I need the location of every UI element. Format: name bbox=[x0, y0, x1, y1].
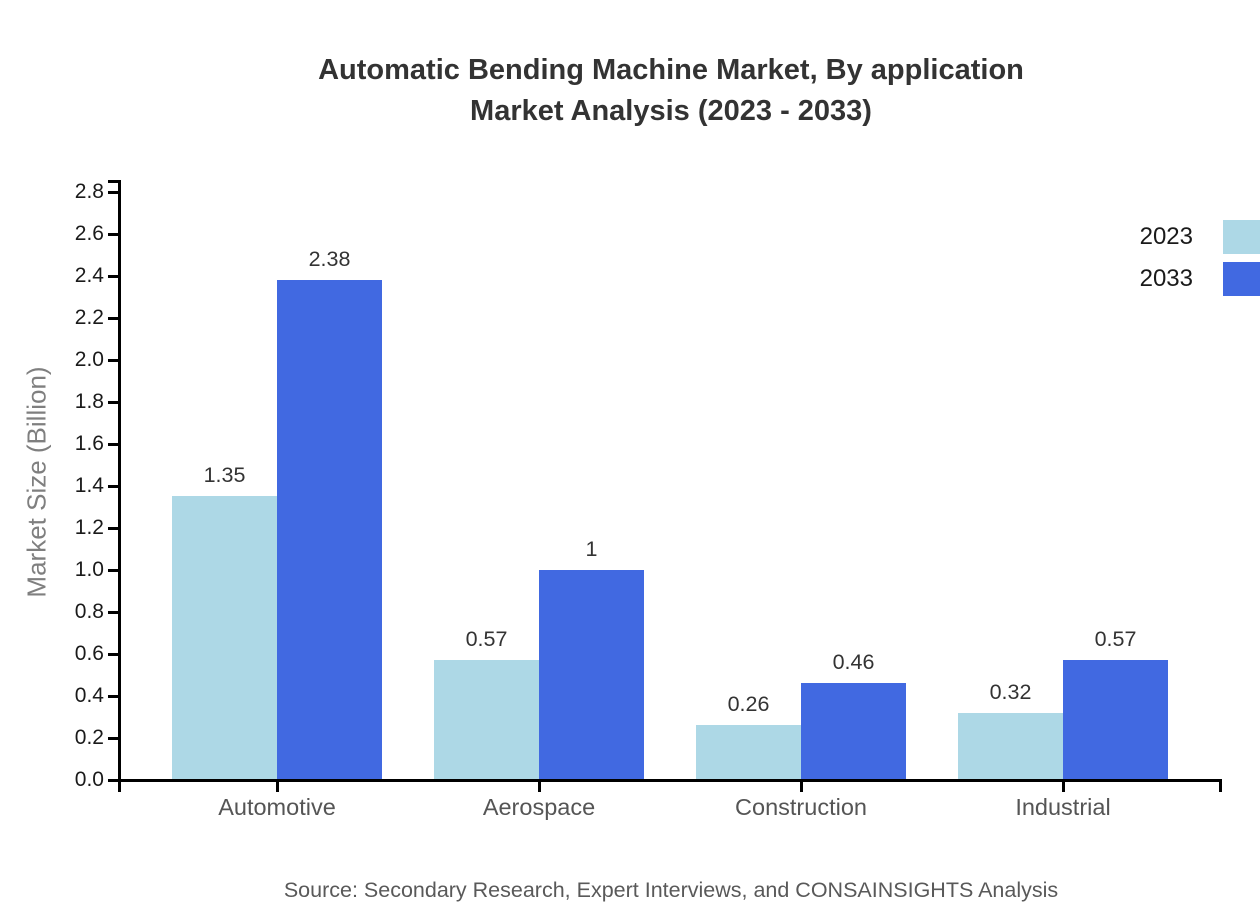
bar-2023-construction bbox=[696, 725, 801, 780]
bar-2033-aerospace bbox=[539, 570, 644, 780]
y-axis-end-cap bbox=[108, 180, 118, 183]
value-label-2023-automotive: 1.35 bbox=[203, 463, 246, 487]
y-tick bbox=[108, 359, 118, 362]
value-label-2033-industrial: 0.57 bbox=[1094, 627, 1137, 651]
y-tick bbox=[108, 317, 118, 320]
bar-2023-industrial bbox=[958, 713, 1063, 780]
legend-label-2033: 2033 bbox=[1139, 265, 1193, 292]
bar-2033-construction bbox=[801, 683, 906, 780]
value-label-2033-automotive: 2.38 bbox=[308, 247, 351, 271]
bar-2023-aerospace bbox=[434, 660, 539, 780]
value-label-2023-aerospace: 0.57 bbox=[465, 627, 508, 651]
source-note: Source: Secondary Research, Expert Inter… bbox=[283, 878, 1059, 902]
chart-title: Automatic Bending Machine Market, By app… bbox=[120, 50, 1222, 132]
y-tick bbox=[108, 611, 118, 614]
y-tick bbox=[108, 401, 118, 404]
x-axis-end-cap bbox=[1219, 779, 1222, 792]
bar-2033-industrial bbox=[1063, 660, 1168, 780]
legend-swatch-2023 bbox=[1223, 220, 1260, 254]
y-tick-label: 2.4 bbox=[74, 264, 104, 287]
category-label-automotive: Automotive bbox=[218, 794, 336, 820]
y-tick-label: 1.4 bbox=[74, 474, 104, 497]
y-tick-label: 1.0 bbox=[74, 558, 104, 581]
y-tick-label: 2.8 bbox=[74, 180, 104, 203]
y-tick bbox=[108, 443, 118, 446]
y-tick-label: 2.2 bbox=[74, 306, 104, 329]
y-tick-label: 0.6 bbox=[74, 642, 104, 665]
value-label-2033-construction: 0.46 bbox=[832, 650, 875, 674]
y-axis-spine bbox=[118, 180, 121, 783]
legend-swatch-2033 bbox=[1223, 262, 1260, 296]
x-axis-left-cap bbox=[118, 779, 121, 792]
y-tick bbox=[108, 569, 118, 572]
legend-label-2023: 2023 bbox=[1139, 223, 1193, 250]
y-tick bbox=[108, 653, 118, 656]
y-tick bbox=[108, 191, 118, 194]
value-label-2033-aerospace: 1 bbox=[585, 537, 598, 561]
x-tick bbox=[1062, 782, 1065, 792]
y-tick-label: 0.8 bbox=[74, 600, 104, 623]
value-label-2023-industrial: 0.32 bbox=[989, 680, 1032, 704]
y-tick bbox=[108, 527, 118, 530]
y-tick-label: 1.6 bbox=[74, 432, 104, 455]
category-label-construction: Construction bbox=[735, 794, 867, 820]
y-tick-label: 0.0 bbox=[74, 768, 104, 791]
bar-2033-automotive bbox=[277, 280, 382, 780]
y-tick bbox=[108, 695, 118, 698]
y-tick bbox=[108, 485, 118, 488]
y-tick-label: 0.4 bbox=[74, 684, 104, 707]
y-tick bbox=[108, 737, 118, 740]
y-tick-label: 0.2 bbox=[74, 726, 104, 749]
y-tick bbox=[108, 275, 118, 278]
chart-title-line1: Automatic Bending Machine Market, By app… bbox=[318, 54, 1024, 86]
x-tick bbox=[276, 782, 279, 792]
y-tick-label: 2.0 bbox=[74, 348, 104, 371]
bar-2023-automotive bbox=[172, 496, 277, 780]
y-tick-label: 1.8 bbox=[74, 390, 104, 413]
category-label-industrial: Industrial bbox=[1015, 794, 1111, 820]
x-tick bbox=[800, 782, 803, 792]
x-axis-spine bbox=[118, 779, 1222, 782]
value-label-2023-construction: 0.26 bbox=[727, 692, 770, 716]
y-tick bbox=[108, 779, 118, 782]
y-tick bbox=[108, 233, 118, 236]
y-tick-label: 2.6 bbox=[74, 222, 104, 245]
chart-title-line2: Market Analysis (2023 - 2033) bbox=[470, 95, 872, 127]
x-tick bbox=[538, 782, 541, 792]
category-label-aerospace: Aerospace bbox=[482, 794, 596, 820]
y-tick-label: 1.2 bbox=[74, 516, 104, 539]
